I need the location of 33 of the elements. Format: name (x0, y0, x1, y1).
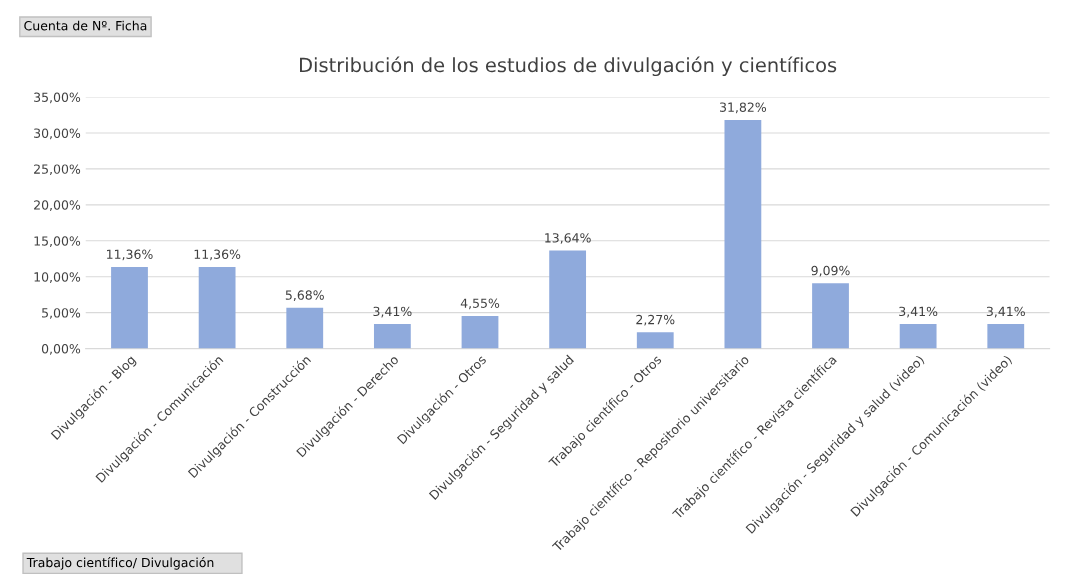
bar (198, 266, 236, 349)
data-label: 9,09% (811, 265, 850, 277)
bar (286, 307, 324, 349)
y-tick-label: 20,00% (34, 200, 81, 212)
y-tick-label: 35,00% (34, 92, 81, 104)
bar (899, 324, 937, 349)
y-tick-label: 10,00% (34, 272, 81, 283)
data-label: 4,55% (460, 298, 500, 310)
data-label: 3,41% (373, 306, 412, 318)
text: Trabajo científico/ Divulgación (26, 557, 214, 570)
chart-title: Distribución de los estudios de divulgación y científicos (300, 56, 837, 77)
data-label: 11,36% (107, 249, 153, 261)
bar (636, 332, 674, 349)
data-label: 13,64% (545, 233, 591, 244)
y-tick-label: 25,00% (34, 164, 81, 176)
data-label: 11,36% (194, 249, 241, 261)
bar (461, 315, 499, 349)
data-label: 3,41% (986, 306, 1025, 318)
data-label: 3,41% (899, 306, 938, 318)
y-tick-label: 30,00% (34, 128, 81, 140)
text: Cuenta de Nº. Ficha (24, 20, 147, 31)
data-label: 31,82% (720, 102, 767, 114)
bar (373, 324, 411, 349)
y-tick-label: 0,00% (41, 344, 81, 355)
data-label: 5,68% (285, 290, 324, 302)
data-label: 2,27% (636, 314, 675, 326)
bar (812, 283, 849, 349)
bar (111, 266, 148, 349)
bar (724, 119, 762, 349)
bar (987, 324, 1025, 349)
y-tick-label: 15,00% (34, 236, 81, 247)
y-tick-label: 5,00% (42, 308, 81, 319)
bar (549, 250, 587, 349)
